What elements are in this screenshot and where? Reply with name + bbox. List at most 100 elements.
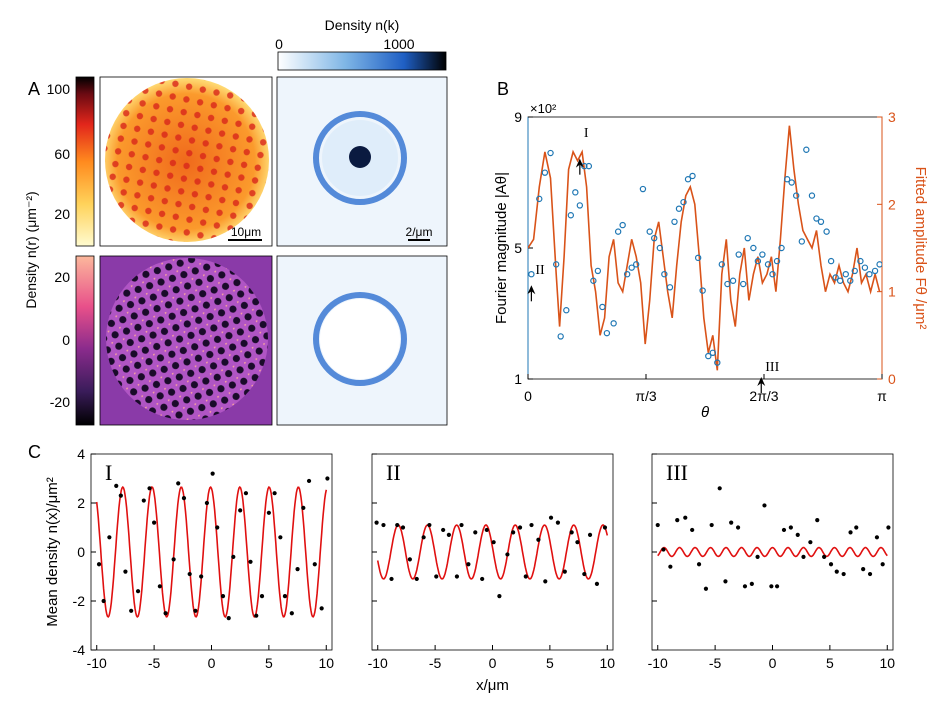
panel-c-data-point [147, 486, 152, 491]
panel-c-data-point [828, 562, 834, 567]
panel-b-fourier-point [628, 264, 635, 271]
colorbar-top-tick-20: 20 [54, 206, 70, 222]
panel-c-data-point [152, 520, 157, 525]
panel-c-xtick-label: 5 [265, 655, 273, 671]
panel-c-data-point [491, 540, 496, 545]
panel-c-data-point [204, 500, 210, 506]
panel-b-fourier-point [610, 320, 617, 327]
panel-b-annotation-3: III [765, 360, 779, 375]
panel-b-fourier-point [842, 271, 849, 278]
panel-b-ytick-right-label: 1 [888, 284, 896, 300]
panel-b-fourier-point [759, 251, 766, 258]
panel-label-b: B [497, 79, 509, 99]
panel-c-data-point [306, 478, 312, 484]
panel-c-data-point [101, 598, 106, 604]
panel-b-fourier-point [656, 244, 664, 252]
panel-c-data-point [466, 562, 471, 567]
panel-b-fourier-point [847, 277, 854, 284]
panel-b-fourier-point [671, 218, 678, 225]
panel-c-data-point [254, 613, 259, 618]
panel-c-data-point [129, 608, 134, 613]
momentum-ring [313, 111, 407, 205]
panel-b-ytick-label: 5 [514, 240, 522, 256]
panel-c-frame [371, 453, 614, 651]
panel-c-xtick-label: 5 [826, 655, 834, 671]
panel-b-fourier-point [651, 234, 658, 242]
panel-c-data-point [395, 522, 400, 528]
panel-c-data-point [157, 584, 162, 589]
panel-b-fourier-point [750, 244, 757, 252]
panel-c-data-point [861, 567, 866, 572]
density-r-colorbar-top [75, 76, 95, 247]
panel-b-fourier-point [684, 176, 692, 183]
panel-b-plot-area [528, 125, 882, 371]
panel-c-data-point [248, 559, 253, 564]
panel-b-fourier-point [594, 267, 602, 275]
panel-b-fourier-point [552, 261, 560, 268]
panel-c-data-point [325, 476, 330, 481]
panel-b-fourier-point [623, 271, 631, 278]
panel-b-fourier-point [857, 257, 864, 265]
panel-c-data-point [742, 584, 748, 589]
panel-b-fourier-point [866, 271, 873, 278]
panel-b-fourier-point [614, 228, 622, 235]
panel-c-data-point [421, 535, 426, 540]
panel-c-data-point [582, 571, 587, 577]
panel-c-data-point [114, 483, 119, 488]
panel-b-fourier-point [778, 244, 785, 252]
panel-b-fourier-point [590, 277, 597, 284]
panel-c-ytick-label: 2 [77, 495, 85, 511]
panel-b-fourier-point [754, 257, 762, 265]
scalebar-real-label: 10μm [231, 225, 261, 239]
panel-b-fourier-point [694, 254, 702, 262]
panel-c-frame [651, 453, 894, 651]
panel-c-xlabel: x/μm [476, 677, 509, 694]
panel-b-ytick-right-label: 2 [888, 196, 896, 212]
panel-b-fourier-point [547, 149, 554, 157]
panel-c-data-point [874, 535, 880, 540]
panel-c-fit-curve [657, 546, 888, 558]
panel-c-data-point [181, 496, 187, 501]
panel-c-data-point [774, 584, 780, 589]
panel-b-xtick-label: π [877, 388, 887, 404]
panel-c-data-point [723, 579, 728, 584]
panel-b-fourier-point [744, 234, 751, 242]
panel-b-ytick-label: 9 [514, 109, 522, 125]
panel-c-data-point [543, 579, 548, 584]
panel-c-data-point [141, 498, 146, 503]
panel-b-fitted-amplitude-line [528, 125, 881, 371]
colorbar-bottom-tick-neg20: -20 [50, 394, 70, 410]
panel-c-data-point [374, 520, 379, 525]
panel-c-frame [90, 453, 333, 651]
panel-c-data-point [123, 569, 128, 574]
colorbar-bottom-tick-20: 20 [54, 269, 70, 285]
panel-c-data-point [407, 557, 412, 562]
panel-c-data-point [562, 569, 567, 574]
panel-c-xtick-label: -5 [709, 655, 722, 671]
panel-c-xtick-label: 10 [318, 655, 334, 671]
panel-c-fit-curve [95, 485, 328, 619]
panel-b-fourier-point [769, 271, 776, 278]
panel-c-data-point [319, 606, 324, 611]
panel-b-annotation-arrow [575, 158, 584, 168]
panel-c-data-point [655, 522, 660, 528]
panel-c-data-point [176, 481, 181, 486]
panel-b-fourier-point [764, 261, 772, 268]
panel-b-fourier-point [567, 212, 575, 219]
panel-c-xtick-label: 10 [879, 655, 895, 671]
scalebar-k-label: 2/μm [406, 225, 433, 239]
panel-b-annotation-arrow [757, 377, 766, 386]
density-k-colorbar [277, 51, 447, 71]
panel-c-data-point [226, 616, 231, 621]
panel-c-data-point [400, 525, 406, 530]
panel-b-fourier-point [714, 359, 721, 366]
panel-c-data-point [808, 540, 813, 545]
panel-c-data-point [848, 530, 853, 535]
panel-c-ylabel: Mean density n(x)/μm² [44, 477, 61, 627]
panel-c-xtick-label: 0 [769, 655, 777, 671]
panel-b-ytick-label: 1 [514, 371, 522, 387]
panel-c-annotation: III [666, 460, 688, 485]
panel-c-fit-curve [376, 524, 609, 580]
